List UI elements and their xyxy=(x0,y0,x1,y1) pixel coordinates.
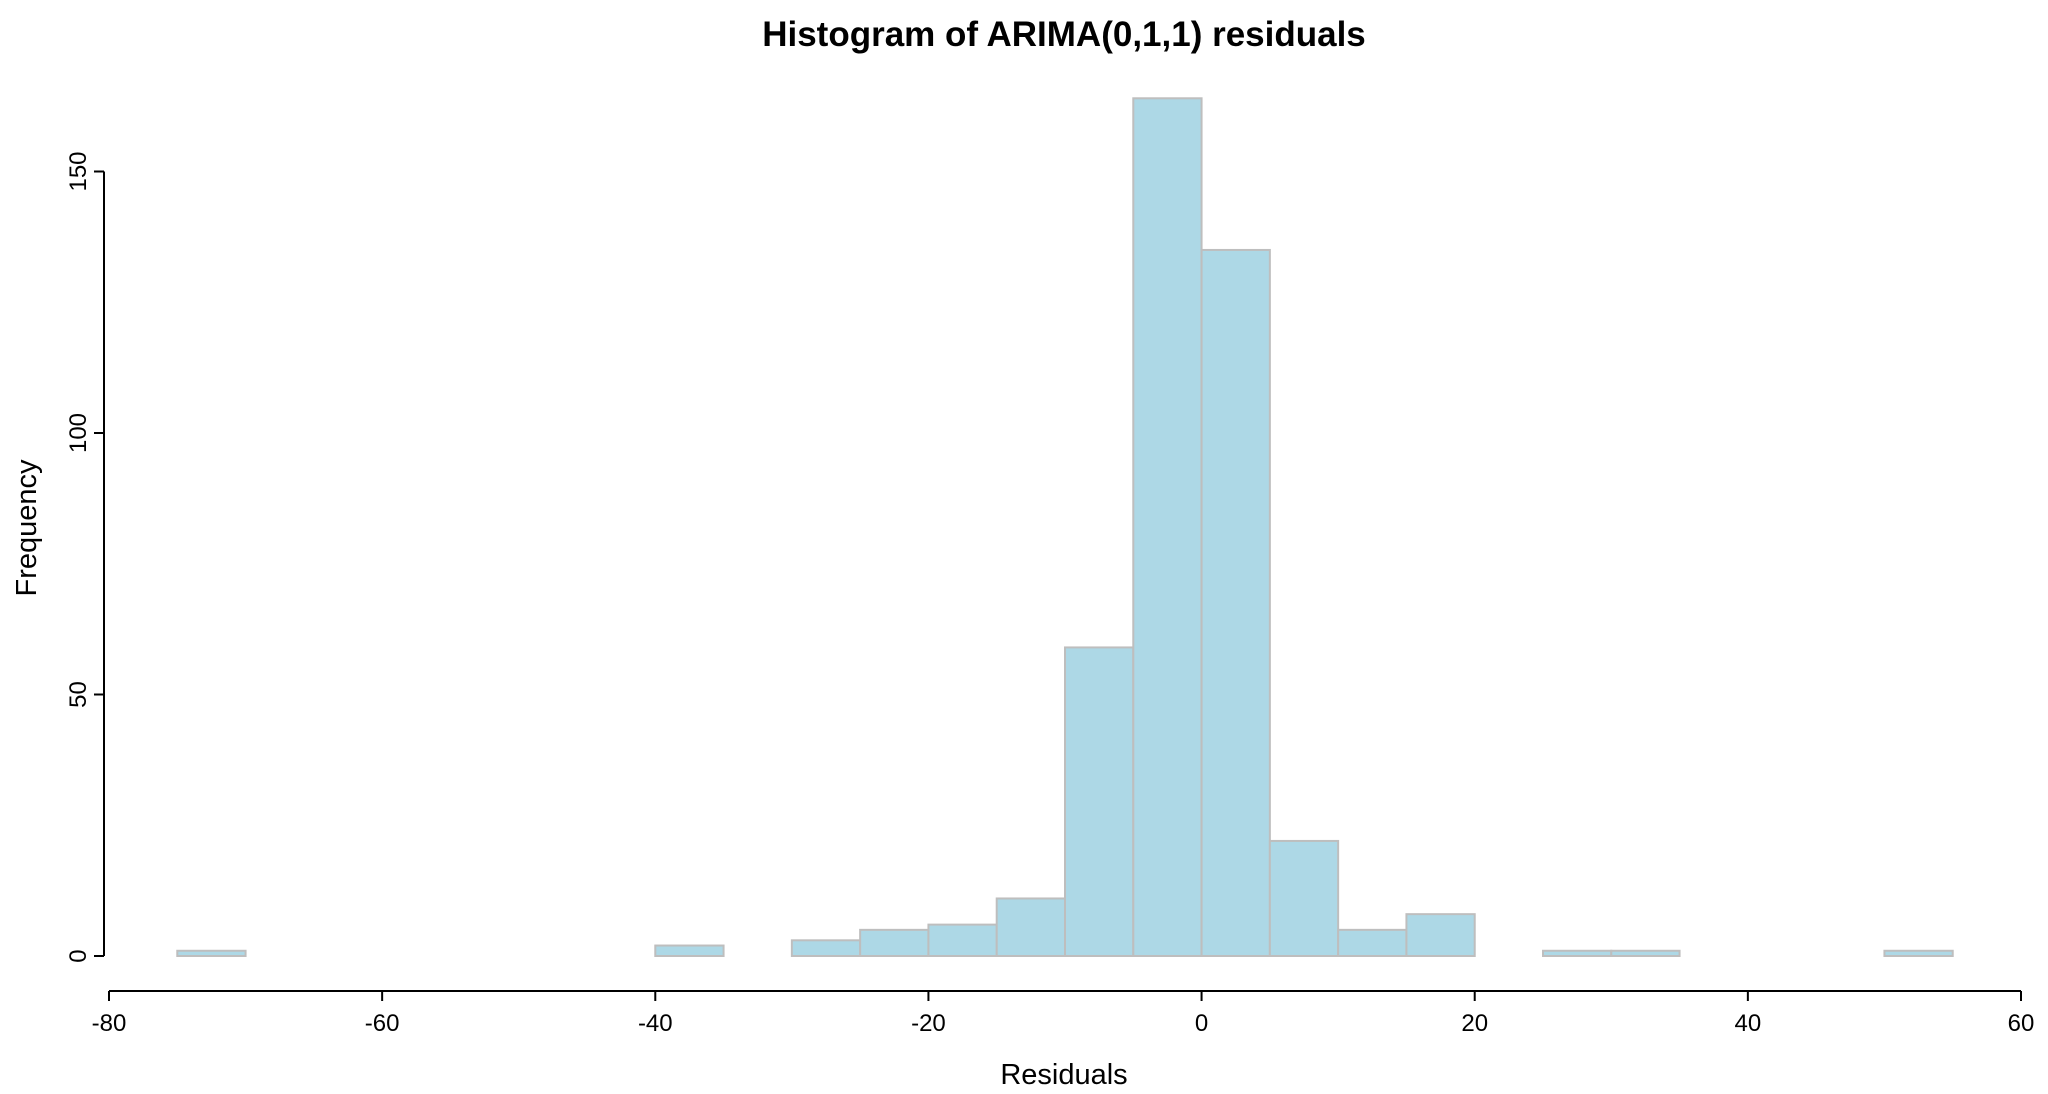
histogram-bar xyxy=(790,939,862,957)
y-axis-label: Frequency xyxy=(11,459,43,597)
histogram-bar xyxy=(1132,97,1203,957)
histogram-bar xyxy=(1883,949,1954,958)
histogram-bar xyxy=(176,949,247,958)
histogram-bar xyxy=(927,923,998,957)
x-axis-label: Residuals xyxy=(1000,1059,1127,1091)
y-tick-label: 100 xyxy=(65,413,92,453)
histogram-bar xyxy=(1200,248,1271,957)
histogram-bar xyxy=(1337,928,1408,957)
histogram-bar xyxy=(995,897,1067,957)
histogram-bar xyxy=(859,928,930,957)
y-tick-label: 150 xyxy=(65,151,92,191)
x-axis: -80 -60 -40 -20 0 20 40 60 xyxy=(92,990,2035,1037)
x-tick-label: 60 xyxy=(2008,1010,2035,1037)
histogram-bar xyxy=(1542,949,1613,958)
histogram-bar xyxy=(1064,646,1135,957)
y-tick-label: 50 xyxy=(65,681,92,708)
x-tick-label: 0 xyxy=(1195,1010,1208,1037)
x-tick-label: 40 xyxy=(1735,1010,1762,1037)
y-axis: 0 50 100 150 xyxy=(65,151,105,963)
x-tick-label: 20 xyxy=(1461,1010,1488,1037)
histogram-bar xyxy=(1610,949,1681,958)
x-tick-label: -80 xyxy=(92,1010,127,1037)
histogram-bars xyxy=(176,97,1954,958)
histogram-bar xyxy=(654,944,725,957)
y-tick-label: 0 xyxy=(65,949,92,962)
chart-title: Histogram of ARIMA(0,1,1) residuals xyxy=(762,15,1366,54)
x-tick-label: -60 xyxy=(365,1010,400,1037)
histogram-bar xyxy=(1405,913,1476,957)
x-tick-label: -40 xyxy=(638,1010,673,1037)
histogram-bar xyxy=(1268,839,1340,957)
x-tick-label: -20 xyxy=(911,1010,946,1037)
